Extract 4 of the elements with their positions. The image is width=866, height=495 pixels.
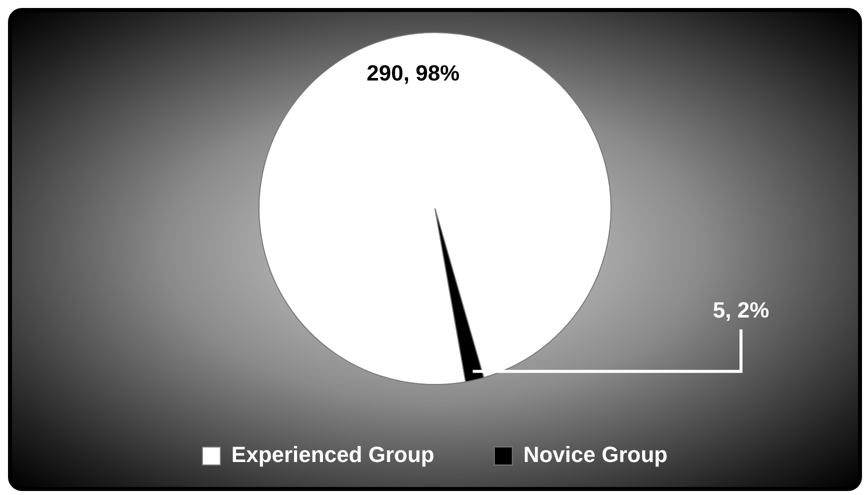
legend-label: Experienced Group	[231, 442, 434, 468]
legend-label: Novice Group	[523, 442, 668, 468]
data-label: 290, 98%	[366, 60, 460, 86]
data-label: 5, 2%	[712, 297, 770, 322]
